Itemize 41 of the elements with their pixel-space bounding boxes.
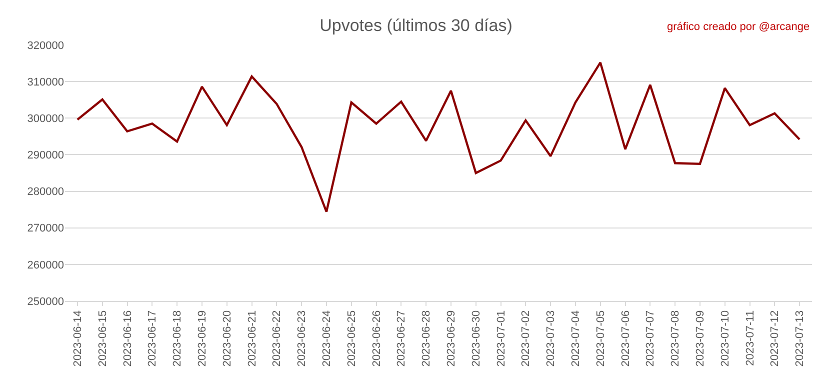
x-tick-label: 2023-07-09: [694, 310, 707, 367]
y-tick-label: 290000: [27, 150, 64, 162]
text: gráfico creado por @arcange: [667, 21, 810, 33]
x-tick-label: 2023-06-22: [271, 310, 284, 367]
x-tick-label: 2023-06-23: [296, 310, 308, 367]
x-tick-label: 2023-07-08: [670, 310, 682, 367]
x-tick-label: 2023-06-26: [370, 310, 383, 367]
x-tick-label: 2023-06-18: [172, 310, 184, 367]
x-tick-label: 2023-07-05: [594, 310, 607, 367]
y-tick-label: 250000: [27, 296, 64, 308]
y-tick-label: 320000: [27, 40, 64, 52]
x-tick-label: 2023-07-10: [719, 310, 732, 367]
x-tick-label: 2023-06-25: [346, 310, 358, 367]
x-tick-label: 2023-06-20: [221, 310, 234, 367]
x-tick-label: 2023-06-30: [470, 310, 482, 367]
x-tick-label: 2023-07-12: [769, 310, 782, 367]
x-tick-label: 2023-06-14: [72, 310, 84, 367]
y-tick-label: 260000: [27, 259, 64, 272]
x-tick-label: 2023-07-11: [744, 310, 756, 366]
x-tick-label: 2023-07-03: [545, 310, 558, 367]
x-tick-label: 2023-06-19: [196, 310, 209, 367]
x-tick-label: 2023-06-16: [122, 310, 134, 367]
x-tick-label: 2023-06-21: [246, 310, 258, 367]
y-tick-label: 270000: [27, 222, 64, 235]
line-series: [76, 61, 801, 213]
x-tick-label: 2023-07-06: [620, 310, 632, 367]
x-tick-label: 2023-07-07: [644, 310, 657, 367]
chart-title: Upvotes (últimos 30 días): [320, 16, 512, 35]
x-tick-label: 2023-06-29: [446, 310, 458, 367]
y-tick-label: 310000: [27, 76, 64, 88]
x-tick-label: 2023-07-04: [570, 310, 582, 367]
x-tick-label: 2023-06-27: [396, 310, 408, 367]
y-tick-label: 280000: [27, 186, 64, 198]
x-tick-label: 2023-06-28: [420, 310, 433, 367]
x-tick-label: 2023-07-02: [520, 310, 532, 367]
x-tick-label: 2023-06-17: [146, 310, 159, 367]
x-tick-label: 2023-06-15: [96, 310, 109, 367]
x-tick-label: 2023-07-01: [495, 310, 508, 367]
x-tick-label: 2023-06-24: [321, 310, 334, 367]
x-tick-label: 2023-07-13: [794, 310, 806, 367]
y-tick-label: 300000: [27, 112, 64, 125]
